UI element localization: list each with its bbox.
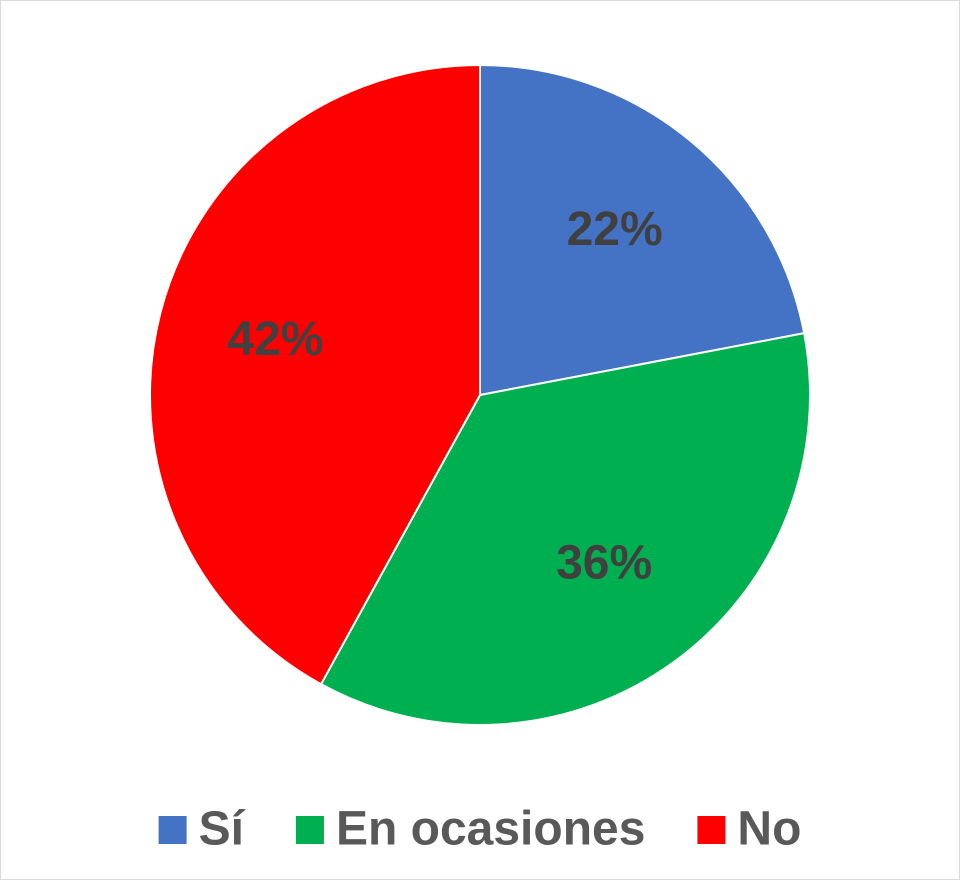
legend-swatch [295,816,324,844]
legend-swatch [697,816,726,844]
data-label: 36% [556,537,652,590]
legend-label: No [737,803,801,856]
legend-swatch [158,816,187,844]
legend: Sí En ocasiones No [158,803,801,856]
legend-label: Sí [199,803,246,856]
data-label: 22% [567,203,663,256]
legend-label: En ocasiones [336,803,645,856]
data-label: 42% [227,313,323,366]
pie-slice [479,63,806,397]
pie-slice [319,331,811,726]
pie-slice [149,63,481,686]
